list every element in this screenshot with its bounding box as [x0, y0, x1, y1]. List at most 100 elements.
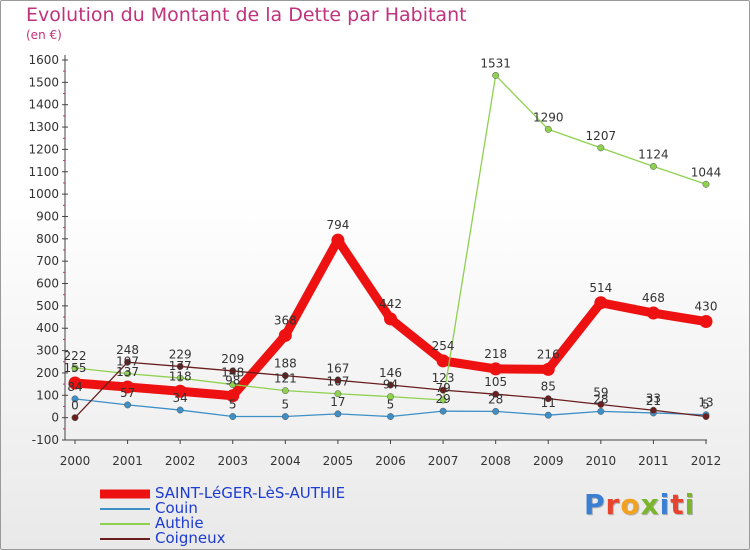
data-point	[597, 401, 605, 408]
data-point	[439, 396, 447, 404]
data-point	[544, 125, 552, 133]
data-label: 794	[326, 218, 349, 232]
data-point	[702, 180, 710, 188]
data-point	[229, 367, 237, 375]
legend-label: SAINT-LéGER-LèS-AUTHIE	[155, 484, 346, 502]
chart-title: Evolution du Montant de la Dette par Hab…	[26, 4, 467, 26]
data-label: 17	[330, 395, 345, 409]
data-label: 1044	[691, 165, 722, 179]
series-3	[71, 358, 710, 422]
data-point	[439, 407, 447, 415]
series-0	[68, 233, 713, 403]
y-tick-label: 500	[36, 299, 59, 313]
data-point	[649, 162, 657, 170]
data-point	[71, 364, 79, 372]
data-label: 98	[225, 374, 240, 388]
data-point	[226, 389, 240, 403]
data-point	[544, 411, 552, 419]
y-tick-label: 1600	[28, 53, 59, 67]
y-tick-label: -100	[32, 433, 59, 447]
data-point	[492, 71, 500, 79]
data-point	[229, 413, 237, 420]
chart-axes: -100 0 100 200 300 400 500 600 700 800 900 1000 1100…	[28, 53, 721, 468]
data-point	[173, 384, 187, 398]
logo-letter: i	[684, 488, 696, 521]
y-tick-label: 800	[36, 232, 59, 246]
legend-label: Authie	[155, 514, 204, 532]
data-label: 13	[698, 396, 713, 410]
data-label: 5	[282, 398, 290, 412]
logo-letter: i	[659, 488, 671, 521]
x-tick-label: 2002	[165, 454, 196, 468]
data-label: 1531	[480, 56, 511, 70]
x-tick-label: 2003	[217, 454, 248, 468]
series-1	[71, 395, 710, 420]
data-label: 218	[484, 347, 507, 361]
x-tick-label: 2000	[60, 454, 91, 468]
data-label: 28	[593, 392, 608, 406]
data-label: 34	[173, 391, 188, 405]
data-point	[176, 406, 184, 414]
data-label: 21	[646, 394, 661, 408]
data-point	[121, 380, 135, 394]
data-point	[387, 393, 394, 401]
data-label: 5	[387, 398, 395, 412]
data-point	[281, 413, 289, 420]
legend-label: Couin	[155, 499, 198, 517]
data-point	[124, 358, 132, 366]
y-tick-label: 300	[36, 344, 59, 358]
data-label: 59	[593, 385, 608, 399]
data-label: 146	[379, 366, 402, 380]
data-point	[334, 410, 342, 418]
data-point	[68, 376, 82, 390]
x-tick-label: 2009	[533, 454, 564, 468]
data-label: 188	[274, 357, 297, 371]
y-tick-label: 1400	[28, 98, 59, 112]
data-label: 368	[274, 313, 297, 327]
data-point	[176, 374, 184, 382]
data-point	[334, 390, 342, 398]
y-tick-label: 700	[36, 254, 59, 268]
data-label: 29	[435, 392, 450, 406]
data-label: 107	[326, 375, 349, 389]
y-tick-label: 1500	[28, 75, 59, 89]
data-point	[597, 407, 605, 415]
data-label: 148	[221, 366, 244, 380]
data-label: 84	[67, 380, 82, 394]
data-point	[124, 370, 132, 378]
legend-swatches	[100, 489, 150, 540]
data-label: 430	[695, 300, 718, 314]
x-tick-label: 2001	[112, 454, 143, 468]
data-label: 28	[488, 392, 503, 406]
logo-letter: o	[620, 488, 641, 521]
x-tick-label: 2007	[428, 454, 459, 468]
data-label: 0	[71, 399, 79, 413]
data-label: 1290	[533, 110, 564, 124]
data-label: 5	[702, 398, 710, 412]
series-2	[71, 71, 710, 404]
data-label: 177	[169, 359, 192, 373]
data-point	[646, 306, 660, 320]
data-point	[489, 362, 503, 376]
data-label: 105	[484, 375, 507, 389]
data-point	[71, 395, 79, 403]
data-point	[544, 395, 552, 403]
x-tick-label: 2004	[270, 454, 301, 468]
data-point	[229, 381, 237, 389]
data-point	[124, 401, 132, 409]
series-layer	[68, 71, 713, 422]
data-label: 248	[116, 343, 139, 357]
logo-letter: x	[640, 488, 660, 521]
legend-label: Coigneux	[155, 529, 226, 547]
x-tick-label: 2012	[691, 454, 722, 468]
data-point	[278, 328, 292, 342]
data-point	[387, 381, 394, 389]
data-point	[334, 376, 342, 384]
data-label: 57	[120, 386, 135, 400]
data-point	[702, 413, 710, 420]
data-point	[541, 362, 555, 376]
data-point	[492, 390, 500, 398]
data-label: 229	[169, 347, 192, 361]
data-label: 118	[169, 369, 192, 383]
